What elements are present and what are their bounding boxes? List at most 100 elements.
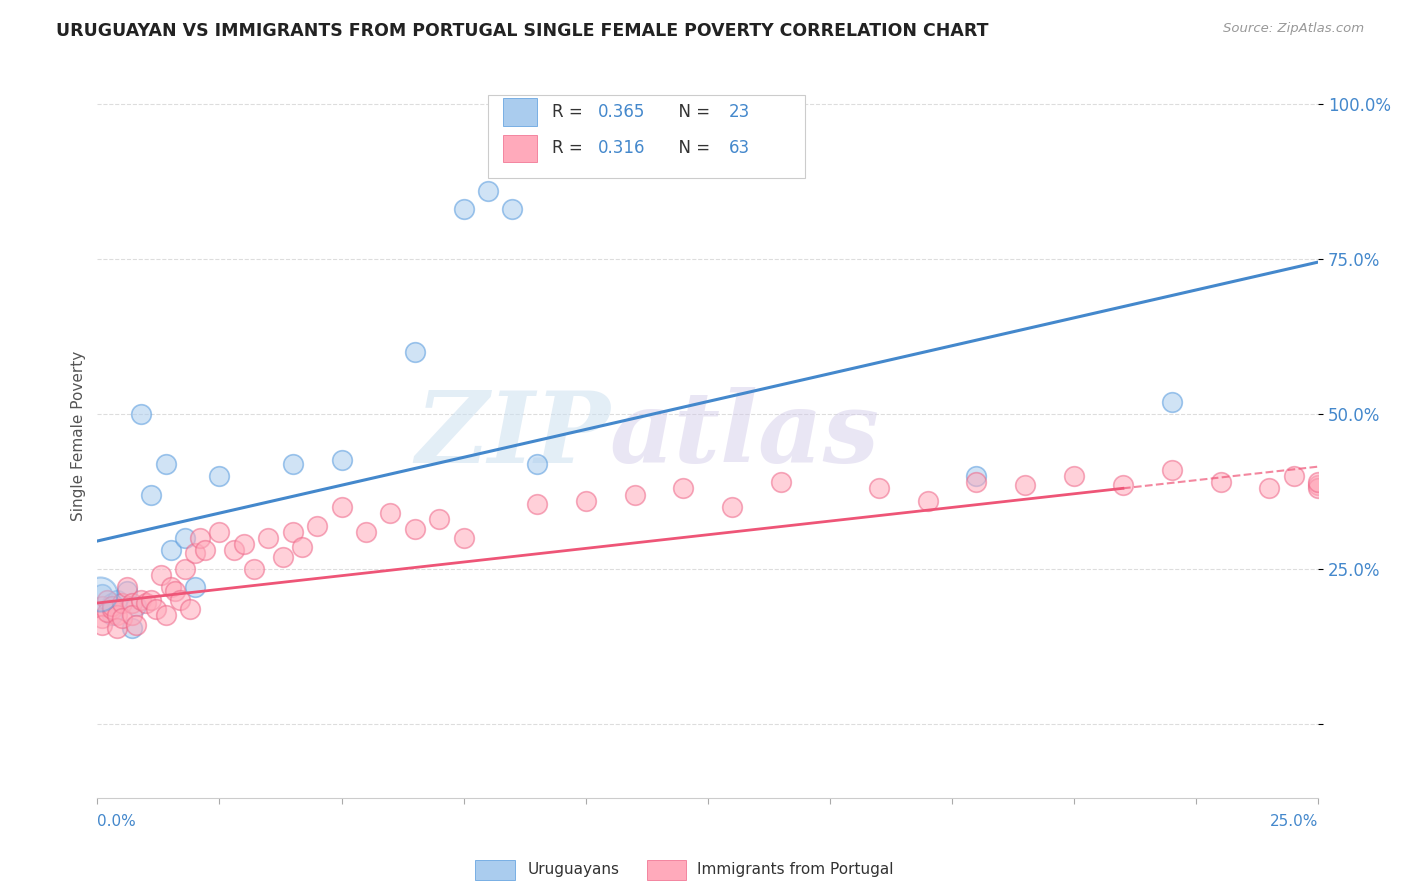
Point [101, 596, 124, 610]
Point [208, 469, 231, 483]
Text: 63: 63 [728, 139, 749, 157]
Point [135, 596, 157, 610]
Point [623, 487, 645, 501]
Point [105, 621, 128, 635]
Point [868, 481, 890, 495]
Point [91, 617, 114, 632]
Point [721, 500, 744, 514]
Text: URUGUAYAN VS IMMIGRANTS FROM PORTUGAL SINGLE FEMALE POVERTY CORRELATION CHART: URUGUAYAN VS IMMIGRANTS FROM PORTUGAL SI… [56, 22, 988, 40]
Point [1160, 394, 1182, 409]
Point [105, 593, 128, 607]
Point [208, 524, 231, 539]
Point [1014, 478, 1036, 492]
Point [91, 599, 114, 613]
Point [139, 593, 162, 607]
Point [380, 506, 402, 520]
Point [165, 583, 187, 598]
Point [174, 562, 197, 576]
Point [453, 202, 475, 217]
Point [965, 469, 987, 483]
Text: 23: 23 [728, 103, 749, 121]
Text: N =: N = [668, 103, 714, 121]
Point [1112, 478, 1135, 492]
Point [1308, 475, 1330, 489]
Point [105, 608, 128, 623]
Point [404, 345, 426, 359]
Text: Source: ZipAtlas.com: Source: ZipAtlas.com [1223, 22, 1364, 36]
Point [149, 568, 172, 582]
Point [111, 611, 134, 625]
Text: ZIP: ZIP [415, 387, 610, 483]
Point [121, 596, 143, 610]
Point [222, 543, 245, 558]
Point [91, 611, 114, 625]
Text: R =: R = [551, 103, 588, 121]
Point [131, 407, 153, 421]
FancyBboxPatch shape [488, 95, 806, 178]
Point [354, 524, 377, 539]
Point [169, 593, 191, 607]
Text: atlas: atlas [610, 387, 880, 483]
Text: 25.0%: 25.0% [1270, 814, 1319, 829]
Point [101, 608, 124, 623]
Point [404, 522, 426, 536]
Text: R =: R = [551, 139, 588, 157]
Point [111, 596, 134, 610]
Point [1308, 478, 1330, 492]
Point [281, 457, 304, 471]
Point [307, 518, 329, 533]
Point [184, 546, 207, 560]
Text: Uruguayans: Uruguayans [527, 863, 619, 877]
Text: 0.316: 0.316 [598, 139, 645, 157]
Point [281, 524, 304, 539]
Point [672, 481, 695, 495]
Point [271, 549, 294, 564]
Y-axis label: Single Female Poverty: Single Female Poverty [72, 351, 86, 521]
Point [526, 497, 548, 511]
Point [155, 608, 177, 623]
Point [121, 621, 143, 635]
Text: N =: N = [668, 139, 714, 157]
Point [188, 531, 211, 545]
Point [184, 581, 207, 595]
Point [427, 512, 450, 526]
Point [125, 617, 148, 632]
Point [770, 475, 793, 489]
Point [526, 457, 548, 471]
Point [917, 493, 939, 508]
Point [125, 599, 148, 613]
Point [575, 493, 598, 508]
Point [965, 475, 987, 489]
Point [257, 531, 280, 545]
Point [1209, 475, 1232, 489]
Text: 0.365: 0.365 [598, 103, 645, 121]
Point [159, 543, 181, 558]
Point [91, 587, 114, 601]
Point [1282, 469, 1305, 483]
Point [1160, 463, 1182, 477]
Point [121, 608, 143, 623]
Point [242, 562, 264, 576]
Point [89, 587, 111, 601]
Point [115, 581, 138, 595]
Point [330, 453, 353, 467]
Point [179, 602, 201, 616]
Text: 0.0%: 0.0% [97, 814, 136, 829]
FancyBboxPatch shape [503, 135, 537, 162]
Point [194, 543, 217, 558]
Point [145, 602, 167, 616]
Point [115, 583, 138, 598]
Point [131, 593, 153, 607]
Point [1308, 481, 1330, 495]
Point [96, 593, 118, 607]
Point [330, 500, 353, 514]
Point [174, 531, 197, 545]
Point [101, 602, 124, 616]
Point [453, 531, 475, 545]
Point [155, 457, 177, 471]
Point [96, 605, 118, 619]
Point [139, 487, 162, 501]
Point [477, 184, 499, 198]
Point [291, 540, 314, 554]
Point [1258, 481, 1281, 495]
